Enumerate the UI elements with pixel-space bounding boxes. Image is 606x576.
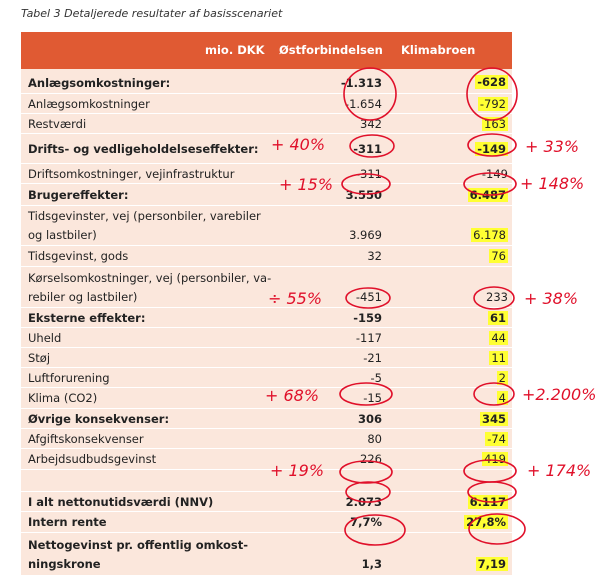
table-row: Tidsgevinster, vej (personbiler, varebil…: [21, 206, 512, 246]
table-row: Eksterne effekter: -159 61: [21, 308, 512, 328]
table-spacer: [21, 470, 512, 492]
annotation-text: + 38%: [524, 289, 578, 308]
table-row: Nettogevinst pr. offentlig omkost- nings…: [21, 533, 512, 576]
table-row: Klima (CO2) -15 4: [21, 388, 512, 409]
table-row: Afgiftskonsekvenser 80 -74: [21, 429, 512, 449]
table-caption: Tabel 3 Detaljerede resultater af basiss…: [21, 7, 283, 20]
table-row: Drifts- og vedligeholdelseseffekter: -31…: [21, 134, 512, 164]
table-header: mio. DKK Østforbindelsen Klimabroen: [21, 32, 512, 69]
table-row: Restværdi 342 163: [21, 114, 512, 134]
table-row: I alt nettonutidsværdi (NNV) 2.073 6.117: [21, 492, 512, 512]
annotation-text: + 148%: [520, 174, 584, 193]
col2-header: Klimabroen: [401, 43, 476, 57]
table-row: Intern rente 7,7% 27,8%: [21, 512, 512, 533]
table-row: Brugereffekter: 3.550 6.487: [21, 184, 512, 206]
table-row: Kørselsomkostninger, vej (personbiler, v…: [21, 267, 512, 308]
unit-header: mio. DKK: [205, 43, 265, 57]
annotation-text: + 33%: [525, 137, 579, 156]
table-row: Støj -21 11: [21, 348, 512, 368]
annotation-text: +2.200%: [522, 385, 596, 404]
table-row: Driftsomkostninger, vejinfrastruktur -31…: [21, 164, 512, 184]
table-row: Øvrige konsekvenser: 306 345: [21, 409, 512, 429]
table-row: Anlægsomkostninger: -1.313 -628: [21, 70, 512, 94]
table-row: Uheld -117 44: [21, 328, 512, 348]
table-row: Tidsgevinst, gods 32 76: [21, 246, 512, 267]
results-table: mio. DKK Østforbindelsen Klimabroen Anlæ…: [21, 32, 512, 576]
annotation-text: + 174%: [527, 461, 591, 480]
table-row: Luftforurening -5 2: [21, 368, 512, 388]
table-row: Anlægsomkostninger -1.654 -792: [21, 94, 512, 114]
col1-header: Østforbindelsen: [279, 43, 383, 57]
table-row: Arbejdsudbudsgevinst 226 419: [21, 449, 512, 470]
